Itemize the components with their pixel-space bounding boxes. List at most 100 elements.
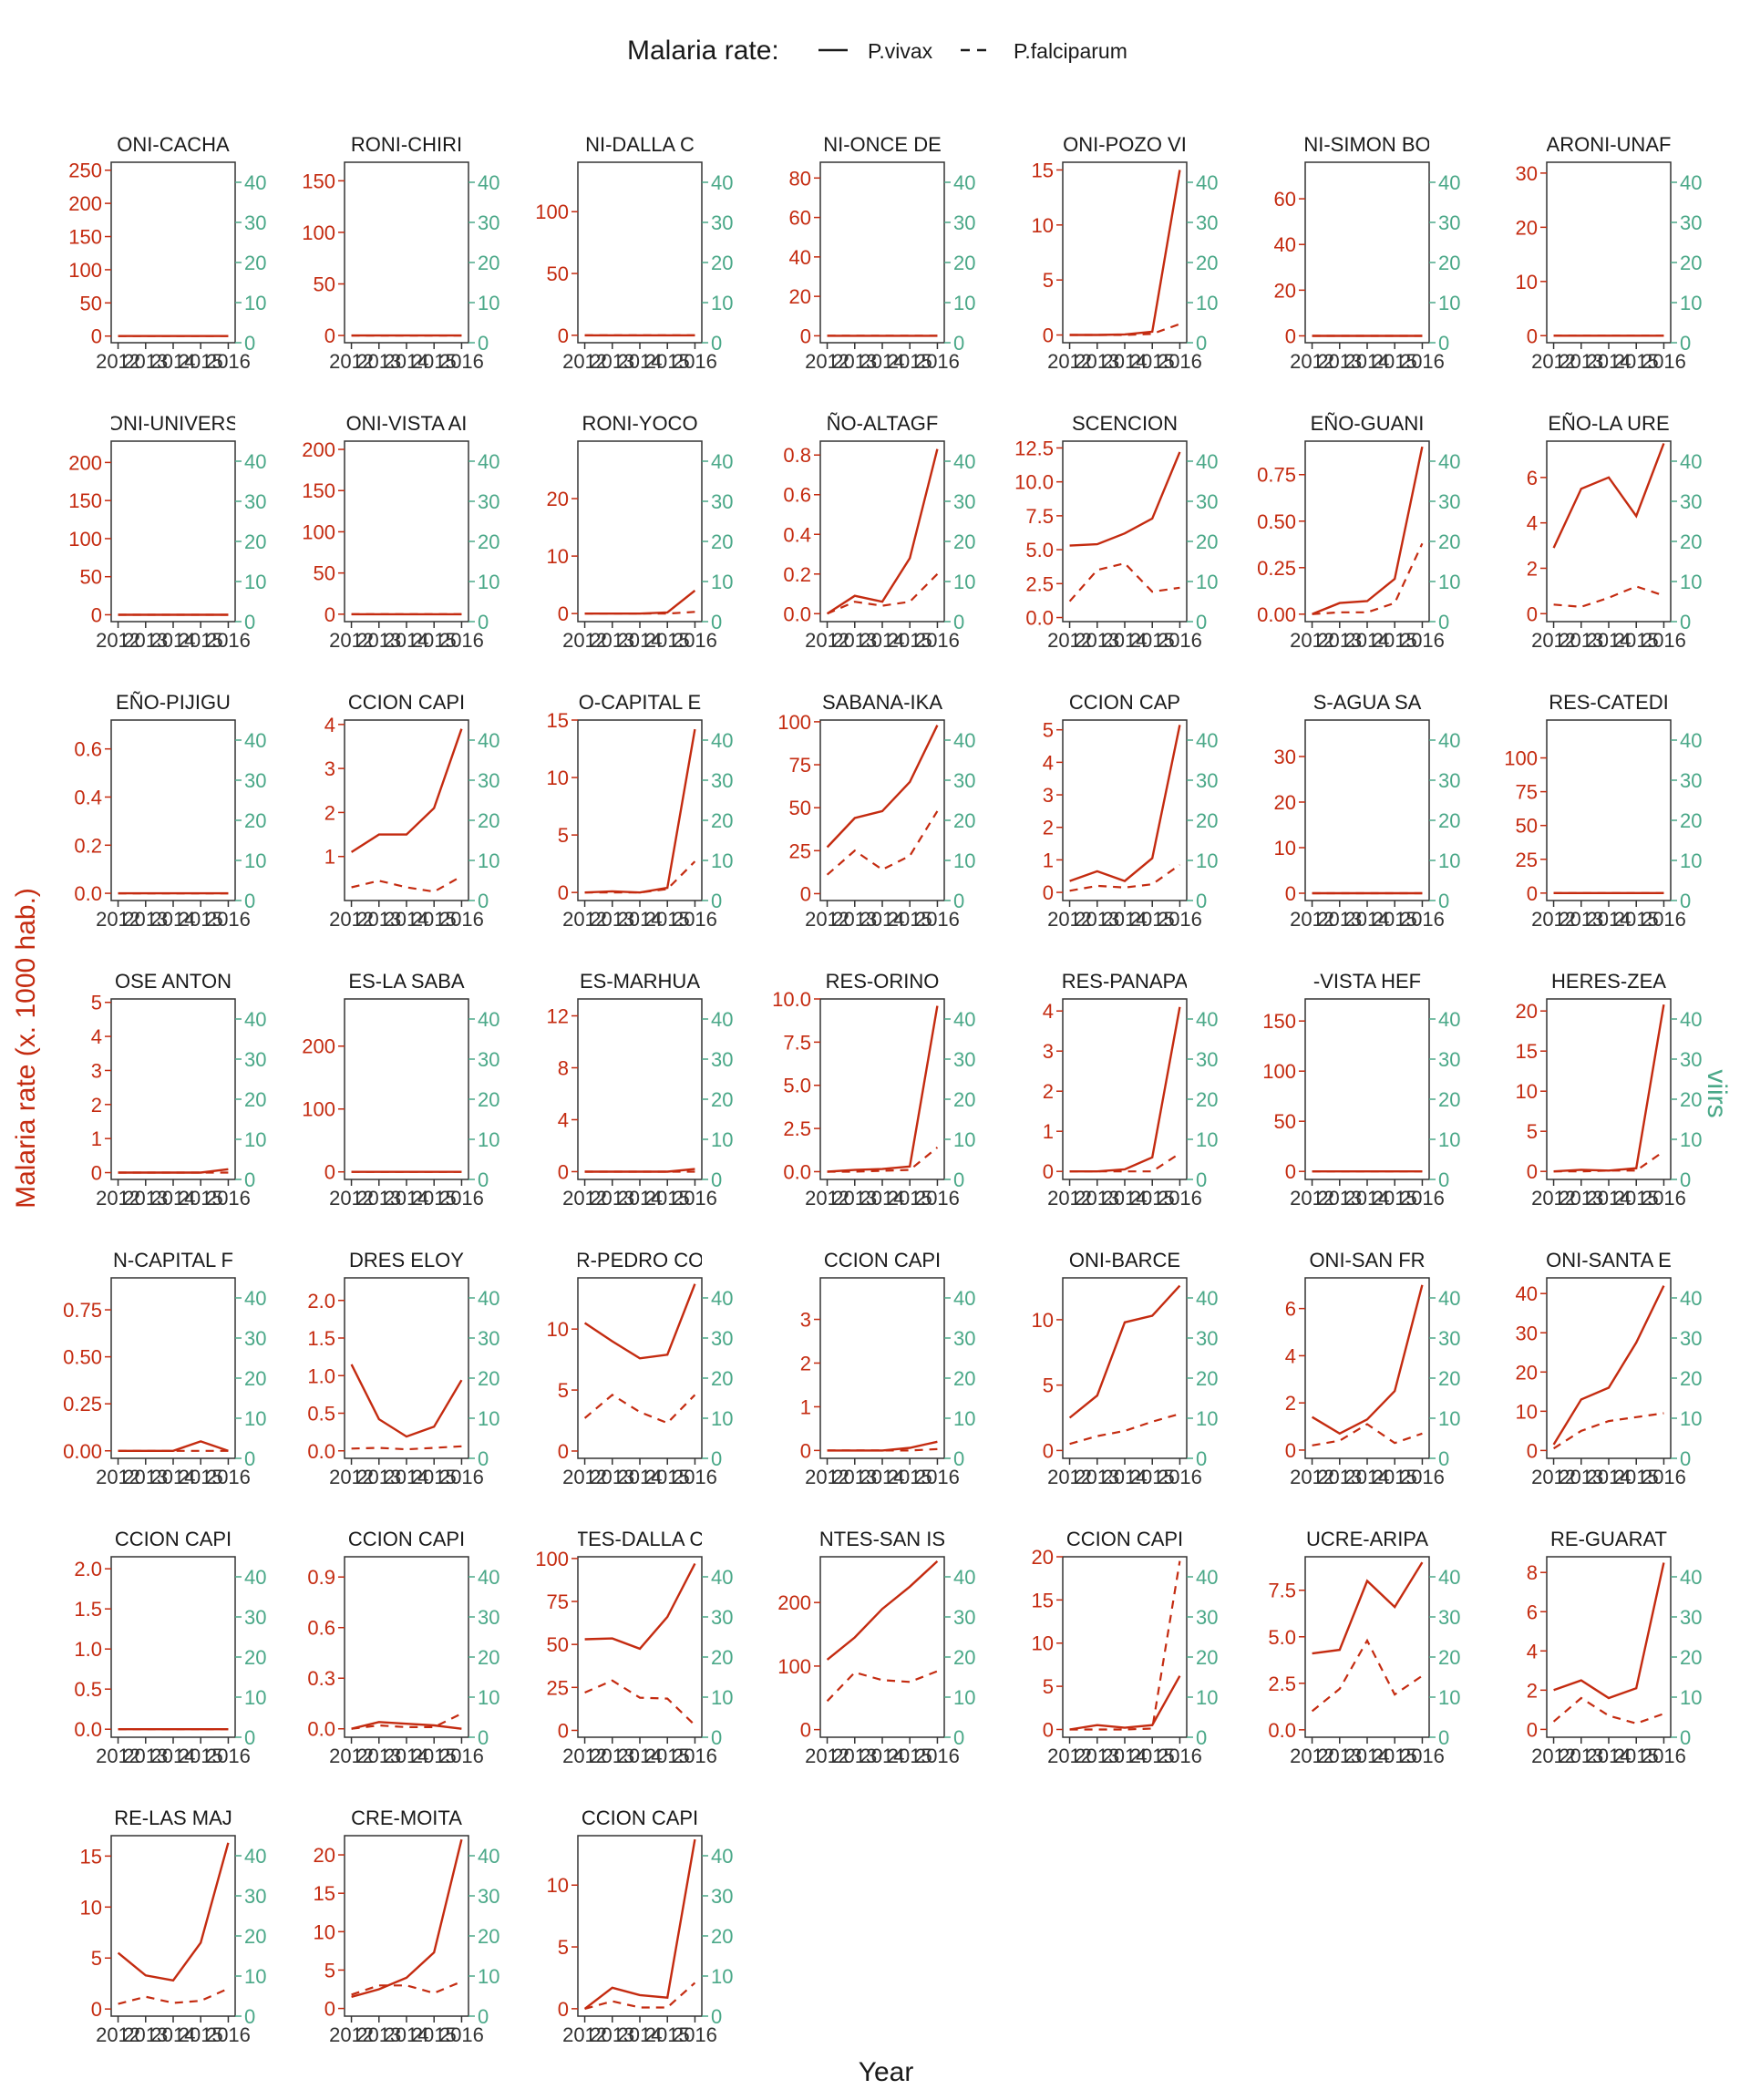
panel-title: TES-DALLA C [576, 1528, 705, 1550]
y-tick-label-left: 3 [324, 757, 335, 780]
x-tick-label: 2016 [915, 629, 960, 652]
y-tick-label-right: 30 [711, 1327, 733, 1350]
y-tick-label-right: 0 [953, 611, 964, 633]
y-tick-label-left: 0 [1043, 1160, 1054, 1183]
x-tick-label: 2013 [590, 908, 634, 931]
panel-title: ONI-BARCE [1069, 1249, 1180, 1271]
y-tick-label-right: 30 [1196, 1048, 1218, 1071]
y-tick-label-right: 0 [711, 2005, 722, 2028]
x-tick-label: 2014 [385, 908, 429, 931]
x-tick-label: 2012 [329, 1745, 374, 1767]
y-tick-label-left: 0.50 [63, 1346, 102, 1369]
panel: UCRE-ARIPA0.02.55.07.5010203040201220132… [1268, 1528, 1460, 1767]
panel: CCION CAP 0 1 2 3 4 5 0 10 20 30 40 2012201320142015… [1043, 691, 1219, 931]
x-tick-label: 2016 [915, 1745, 960, 1767]
y-tick-label-right: 20 [1438, 530, 1460, 553]
y-tick-label-left: 0.5 [74, 1678, 102, 1701]
panel-frame [1546, 998, 1672, 1180]
x-tick-label: 2013 [590, 1745, 634, 1767]
y-tick-label-right: 30 [953, 1606, 975, 1629]
x-tick-label: 2013 [1317, 908, 1362, 931]
y-tick-label-right: 30 [244, 1606, 266, 1629]
y-tick-label-left: 0 [800, 1439, 811, 1462]
x-tick-label: 2016 [439, 2023, 484, 2046]
y-tick-label-right: 30 [244, 490, 266, 513]
y-tick-label-left: 20 [547, 488, 569, 510]
series-line-falciparum [351, 1713, 462, 1730]
series-line-vivax [1312, 1561, 1424, 1655]
x-tick-label: 2013 [1075, 350, 1119, 373]
x-tick-label: 2016 [1642, 350, 1686, 373]
y-axis-right-title: viirs [1702, 1069, 1732, 1117]
y-tick-label-left: 4 [1285, 1344, 1296, 1367]
y-tick-label-left: 1 [800, 1395, 811, 1418]
y-tick-label-right: 30 [244, 1048, 266, 1071]
y-tick-label-right: 30 [711, 211, 733, 234]
y-tick-label-right: 0 [953, 890, 964, 912]
x-tick-label: 2014 [151, 908, 196, 931]
y-tick-label-right: 10 [1438, 1128, 1460, 1151]
x-tick-label: 2013 [123, 1745, 168, 1767]
x-tick-label: 2016 [1400, 350, 1445, 373]
panel-title: RE-GUARAT [1550, 1528, 1667, 1550]
y-tick-label-left: 100 [68, 528, 102, 551]
y-tick-label-left: 1.0 [74, 1638, 102, 1661]
x-tick-label: 2013 [1559, 908, 1603, 931]
x-tick-label: 2015 [1130, 908, 1175, 931]
y-tick-label-right: 20 [478, 809, 499, 832]
y-tick-label-left: 0 [1043, 324, 1054, 347]
panel-frame [577, 1277, 703, 1459]
y-tick-label-left: 4 [324, 714, 335, 736]
x-tick-label: 2013 [832, 629, 877, 652]
y-tick-label-right: 20 [711, 1646, 733, 1669]
x-tick-label: 2014 [151, 1187, 196, 1210]
y-tick-label-right: 40 [1438, 1287, 1460, 1310]
x-tick-label: 2014 [618, 1745, 663, 1767]
x-tick-label: 2016 [673, 1745, 717, 1767]
y-tick-label-left: 0.9 [307, 1566, 335, 1589]
y-tick-label-left: 30 [1516, 1322, 1538, 1344]
series-line-falciparum [1553, 585, 1664, 608]
x-tick-label: 2014 [1345, 1466, 1390, 1488]
x-tick-label: 2016 [1642, 1466, 1686, 1488]
y-tick-label-left: 50 [80, 566, 102, 589]
panel-frame [1304, 719, 1430, 901]
y-tick-label-left: 1.5 [307, 1327, 335, 1350]
y-tick-label-left: 5 [558, 824, 569, 847]
x-tick-label: 2013 [832, 1187, 877, 1210]
y-tick-label-right: 30 [953, 1048, 975, 1071]
series-line-vivax [1069, 451, 1181, 547]
x-tick-label: 2013 [1317, 350, 1362, 373]
series-line-vivax [1552, 443, 1665, 549]
panel-title: HERES-ZEA [1551, 970, 1666, 993]
panel: DRES ELOY0.00.51.01.52.00102030402012201… [307, 1249, 499, 1488]
x-tick-label: 2015 [1130, 629, 1175, 652]
y-tick-label-right: 0 [478, 1447, 489, 1470]
panel: CCION CAPI123401020304020122013201420152… [324, 691, 500, 931]
x-tick-label: 2016 [1642, 908, 1686, 931]
y-tick-label-left: 50 [314, 562, 335, 585]
x-tick-label: 2016 [1158, 908, 1202, 931]
series-line-falciparum [1552, 1696, 1664, 1725]
y-tick-label-right: 0 [1680, 1447, 1691, 1470]
y-tick-label-right: 40 [711, 1287, 733, 1310]
x-tick-label: 2014 [860, 350, 905, 373]
panel-title: RE-LAS MAJ [114, 1807, 232, 1829]
y-tick-label-right: 40 [711, 450, 733, 473]
y-tick-label-right: 30 [1680, 1606, 1702, 1629]
y-tick-label-left: 10 [80, 1896, 102, 1919]
y-tick-label-right: 10 [1680, 571, 1702, 593]
y-tick-label-right: 30 [1680, 769, 1702, 792]
y-tick-label-left: 7.5 [1268, 1580, 1296, 1602]
y-tick-label-right: 10 [953, 1686, 975, 1709]
x-tick-label: 2013 [123, 1187, 168, 1210]
series-line-falciparum [1069, 863, 1181, 892]
y-tick-label-right: 40 [711, 171, 733, 194]
x-tick-label: 2013 [1317, 1745, 1362, 1767]
y-tick-label-left: 3 [1043, 1040, 1054, 1063]
panel-title: RONI-YOCO [582, 412, 697, 435]
series-line-vivax [1069, 1675, 1181, 1731]
x-tick-label: 2014 [618, 629, 663, 652]
y-tick-label-left: 10 [547, 1874, 569, 1897]
panel-frame [110, 440, 236, 623]
